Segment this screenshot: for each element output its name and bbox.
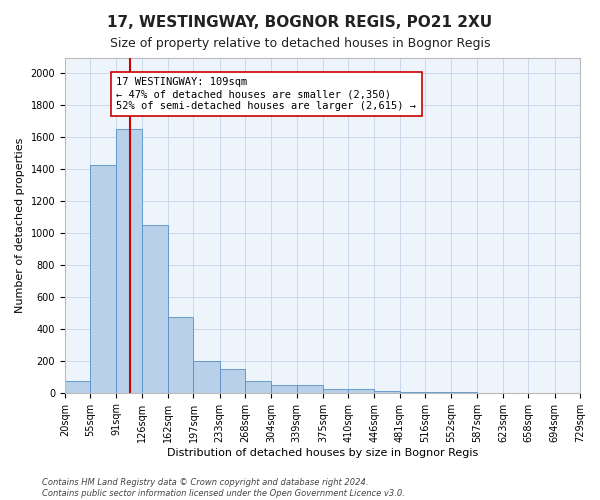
- Bar: [65, 381, 91, 392]
- Bar: [245, 381, 271, 392]
- Text: Size of property relative to detached houses in Bognor Regis: Size of property relative to detached ho…: [110, 38, 490, 51]
- Bar: [271, 384, 296, 392]
- Bar: [220, 369, 245, 392]
- Y-axis label: Number of detached properties: Number of detached properties: [15, 138, 25, 313]
- Bar: [348, 388, 374, 392]
- Text: 17 WESTINGWAY: 109sqm
← 47% of detached houses are smaller (2,350)
52% of semi-d: 17 WESTINGWAY: 109sqm ← 47% of detached …: [116, 78, 416, 110]
- Bar: [323, 388, 348, 392]
- Bar: [91, 165, 116, 392]
- Bar: [193, 361, 220, 392]
- Text: 17, WESTINGWAY, BOGNOR REGIS, PO21 2XU: 17, WESTINGWAY, BOGNOR REGIS, PO21 2XU: [107, 15, 493, 30]
- Text: Contains HM Land Registry data © Crown copyright and database right 2024.
Contai: Contains HM Land Registry data © Crown c…: [42, 478, 405, 498]
- Bar: [116, 130, 142, 392]
- Bar: [296, 384, 323, 392]
- Bar: [168, 317, 193, 392]
- Bar: [374, 391, 400, 392]
- Bar: [142, 225, 168, 392]
- X-axis label: Distribution of detached houses by size in Bognor Regis: Distribution of detached houses by size …: [167, 448, 478, 458]
